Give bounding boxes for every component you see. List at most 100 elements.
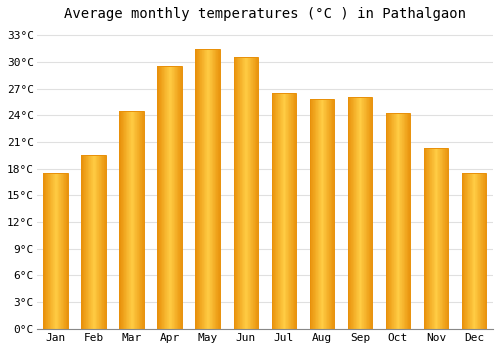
Bar bbox=[174, 66, 175, 329]
Bar bbox=[207, 49, 208, 329]
Bar bbox=[352, 98, 353, 329]
Bar bbox=[210, 49, 211, 329]
Bar bbox=[484, 173, 485, 329]
Bar bbox=[250, 57, 251, 329]
Bar bbox=[401, 113, 402, 329]
Bar bbox=[94, 155, 95, 329]
Bar bbox=[199, 49, 200, 329]
Bar bbox=[235, 57, 236, 329]
Bar bbox=[247, 57, 248, 329]
Bar bbox=[131, 111, 132, 329]
Bar bbox=[181, 66, 182, 329]
Bar bbox=[331, 99, 332, 329]
Bar bbox=[211, 49, 212, 329]
Bar bbox=[294, 93, 295, 329]
Bar bbox=[138, 111, 139, 329]
Bar bbox=[350, 98, 352, 329]
Bar bbox=[214, 49, 216, 329]
Bar bbox=[60, 173, 62, 329]
Bar bbox=[432, 148, 433, 329]
Bar bbox=[446, 148, 447, 329]
Bar bbox=[62, 173, 63, 329]
Bar bbox=[177, 66, 178, 329]
Bar bbox=[67, 173, 68, 329]
Bar bbox=[196, 49, 220, 329]
Bar bbox=[47, 173, 48, 329]
Bar bbox=[395, 113, 396, 329]
Bar bbox=[44, 173, 68, 329]
Bar bbox=[95, 155, 96, 329]
Bar bbox=[437, 148, 438, 329]
Bar bbox=[404, 113, 405, 329]
Bar bbox=[311, 99, 312, 329]
Bar bbox=[48, 173, 49, 329]
Bar bbox=[470, 173, 471, 329]
Bar bbox=[279, 93, 280, 329]
Bar bbox=[240, 57, 241, 329]
Bar bbox=[481, 173, 482, 329]
Bar bbox=[254, 57, 255, 329]
Bar bbox=[204, 49, 205, 329]
Bar bbox=[84, 155, 85, 329]
Bar bbox=[125, 111, 126, 329]
Bar bbox=[93, 155, 94, 329]
Bar bbox=[330, 99, 331, 329]
Bar bbox=[333, 99, 334, 329]
Bar bbox=[82, 155, 106, 329]
Bar bbox=[361, 98, 362, 329]
Bar bbox=[124, 111, 125, 329]
Bar bbox=[393, 113, 394, 329]
Bar bbox=[391, 113, 392, 329]
Bar bbox=[366, 98, 367, 329]
Bar bbox=[86, 155, 87, 329]
Bar bbox=[161, 66, 162, 329]
Bar bbox=[426, 148, 428, 329]
Bar bbox=[397, 113, 398, 329]
Bar bbox=[290, 93, 292, 329]
Bar bbox=[317, 99, 318, 329]
Bar bbox=[478, 173, 479, 329]
Bar bbox=[289, 93, 290, 329]
Bar bbox=[285, 93, 286, 329]
Bar bbox=[143, 111, 144, 329]
Bar bbox=[179, 66, 180, 329]
Bar bbox=[463, 173, 464, 329]
Bar bbox=[396, 113, 397, 329]
Bar bbox=[162, 66, 163, 329]
Bar bbox=[200, 49, 201, 329]
Bar bbox=[206, 49, 207, 329]
Bar bbox=[277, 93, 278, 329]
Bar bbox=[82, 155, 84, 329]
Bar bbox=[402, 113, 403, 329]
Bar bbox=[467, 173, 468, 329]
Bar bbox=[44, 173, 68, 329]
Bar bbox=[476, 173, 477, 329]
Bar bbox=[428, 148, 429, 329]
Bar bbox=[462, 173, 463, 329]
Title: Average monthly temperatures (°C ) in Pathalgaon: Average monthly temperatures (°C ) in Pa… bbox=[64, 7, 466, 21]
Bar bbox=[272, 93, 296, 329]
Bar bbox=[219, 49, 220, 329]
Bar bbox=[386, 113, 410, 329]
Bar bbox=[102, 155, 103, 329]
Bar bbox=[126, 111, 127, 329]
Bar bbox=[284, 93, 285, 329]
Bar bbox=[408, 113, 409, 329]
Bar bbox=[98, 155, 100, 329]
Bar bbox=[256, 57, 257, 329]
Bar bbox=[96, 155, 97, 329]
Bar bbox=[280, 93, 281, 329]
Bar bbox=[251, 57, 252, 329]
Bar bbox=[202, 49, 203, 329]
Bar bbox=[466, 173, 467, 329]
Bar bbox=[272, 93, 273, 329]
Bar bbox=[282, 93, 284, 329]
Bar bbox=[249, 57, 250, 329]
Bar bbox=[87, 155, 88, 329]
Bar bbox=[123, 111, 124, 329]
Bar bbox=[368, 98, 369, 329]
Bar bbox=[480, 173, 481, 329]
Bar bbox=[315, 99, 316, 329]
Bar bbox=[477, 173, 478, 329]
Bar bbox=[218, 49, 219, 329]
